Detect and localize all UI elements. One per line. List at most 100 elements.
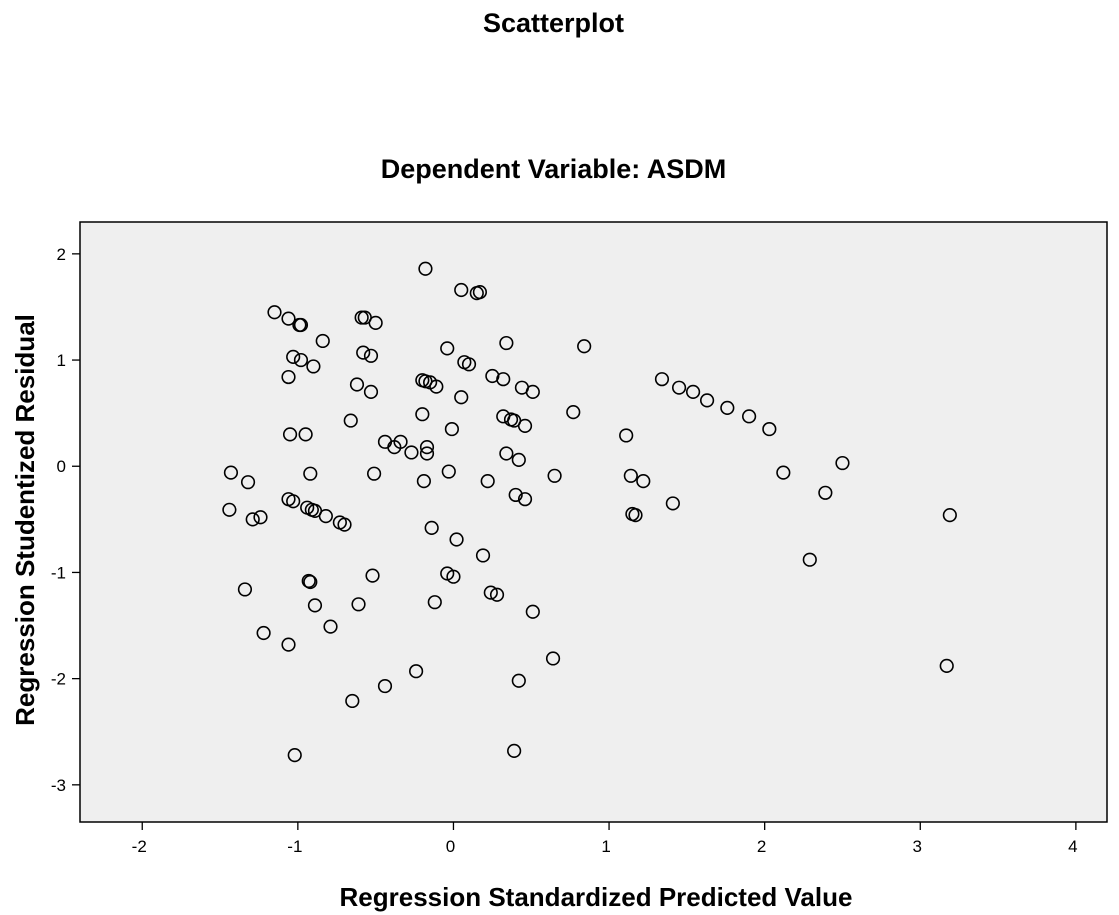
data-point	[223, 465, 239, 480]
data-point	[345, 693, 360, 709]
y-tick-label: 1	[57, 351, 66, 370]
data-point	[444, 421, 459, 437]
data-point	[636, 474, 651, 489]
data-point	[472, 284, 488, 300]
y-tick-label: -3	[51, 776, 66, 795]
data-point	[429, 379, 444, 394]
data-point	[418, 261, 433, 276]
data-point	[685, 384, 701, 400]
data-point	[942, 507, 957, 523]
data-point	[315, 333, 330, 349]
chart-subtitle: Dependent Variable: ASDM	[380, 154, 727, 184]
data-point	[415, 407, 430, 422]
data-point	[363, 384, 379, 400]
x-tick-label: -1	[287, 837, 302, 856]
data-point	[303, 466, 318, 481]
data-point	[427, 595, 442, 610]
data-point	[377, 678, 393, 694]
data-point	[409, 664, 424, 679]
data-point	[440, 341, 455, 356]
data-point	[343, 413, 358, 428]
data-point	[776, 465, 791, 480]
data-point	[446, 569, 461, 584]
data-point	[287, 747, 302, 763]
data-point	[363, 348, 379, 363]
data-point	[496, 372, 511, 387]
data-point	[419, 440, 435, 455]
data-point	[665, 496, 680, 511]
data-point	[517, 492, 533, 507]
data-point	[351, 597, 366, 612]
data-point	[525, 384, 540, 400]
data-point	[671, 380, 687, 395]
data-point	[454, 282, 469, 298]
data-point	[253, 510, 268, 525]
data-point	[699, 393, 715, 408]
data-point	[393, 434, 408, 449]
data-point	[547, 468, 562, 483]
data-point	[489, 587, 505, 602]
data-point	[461, 357, 477, 372]
data-point	[245, 512, 260, 527]
y-tick-label: -2	[51, 670, 66, 689]
data-point	[742, 409, 757, 424]
y-axis-label: Regression Studentized Residual	[10, 314, 40, 726]
data-point	[293, 352, 309, 368]
data-point	[281, 637, 296, 652]
data-point	[282, 427, 298, 442]
data-point	[306, 359, 321, 374]
data-point	[323, 619, 338, 634]
data-points	[222, 261, 957, 763]
data-point	[298, 427, 313, 442]
data-point	[577, 339, 592, 354]
data-point	[654, 372, 670, 387]
data-point	[337, 517, 352, 532]
data-point	[720, 400, 735, 415]
data-point	[499, 335, 514, 351]
y-tick-label: 2	[57, 245, 66, 264]
data-point	[507, 743, 522, 758]
data-point	[286, 494, 301, 509]
data-point	[307, 598, 323, 613]
x-axis-label: Regression Standardized Predicted Value	[340, 882, 853, 912]
data-point	[623, 468, 638, 483]
data-point	[818, 485, 833, 500]
y-axis: 2 1 0 -1 -2 -3	[51, 245, 80, 795]
data-point	[619, 428, 634, 443]
data-point	[939, 658, 954, 673]
data-point	[835, 455, 850, 471]
data-point	[267, 305, 282, 320]
data-point	[508, 487, 523, 503]
data-point	[286, 349, 301, 364]
x-tick-label: 1	[601, 837, 610, 856]
data-point	[499, 446, 514, 461]
data-point	[566, 404, 581, 420]
data-point	[222, 502, 237, 517]
data-point	[483, 585, 498, 600]
data-point	[511, 452, 526, 467]
data-point	[368, 315, 383, 330]
data-point	[349, 377, 365, 392]
data-point	[475, 548, 491, 563]
x-tick-label: 4	[1068, 837, 1077, 856]
data-point	[517, 418, 533, 433]
x-tick-label: 3	[913, 837, 922, 856]
data-point	[366, 466, 382, 481]
data-point	[256, 625, 271, 641]
data-point	[762, 421, 777, 437]
data-point	[318, 509, 333, 524]
x-tick-label: 2	[757, 837, 766, 856]
y-tick-label: -1	[51, 563, 66, 582]
data-point	[237, 582, 253, 597]
data-point	[441, 464, 456, 479]
data-point	[404, 445, 419, 460]
data-point	[424, 520, 439, 535]
y-tick-label: 0	[57, 457, 66, 476]
data-point	[628, 507, 643, 523]
data-point	[416, 474, 431, 489]
data-point	[240, 475, 256, 490]
data-point	[511, 673, 526, 688]
data-point	[356, 345, 371, 360]
data-point	[292, 317, 307, 333]
